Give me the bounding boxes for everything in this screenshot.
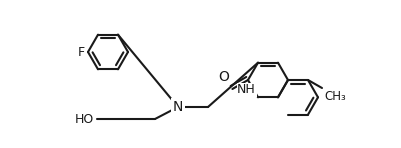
Text: N: N [172, 100, 183, 114]
Text: NH: NH [237, 83, 255, 96]
Text: CH₃: CH₃ [323, 90, 345, 103]
Text: F: F [78, 45, 85, 58]
Text: O: O [217, 70, 228, 84]
Text: HO: HO [75, 112, 94, 126]
